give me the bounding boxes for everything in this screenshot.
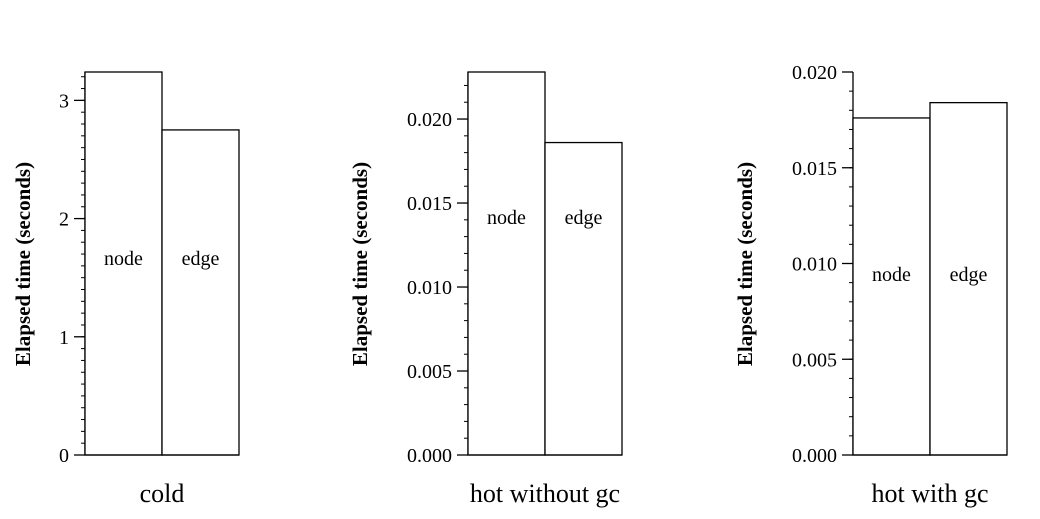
x-axis-label: cold xyxy=(140,479,185,508)
x-axis-label: hot with gc xyxy=(872,479,989,508)
y-tick-label: 0.010 xyxy=(792,254,837,276)
y-tick-label: 2 xyxy=(59,209,69,231)
y-tick-label: 3 xyxy=(59,90,69,112)
y-axis-label: Elapsed time (seconds) xyxy=(733,162,757,366)
bar-edge xyxy=(544,141,623,456)
y-tick-label: 0.015 xyxy=(407,193,452,215)
y-axis-label: Elapsed time (seconds) xyxy=(11,162,35,366)
bar-edge xyxy=(161,129,240,456)
bar-label-node: node xyxy=(487,207,526,229)
bar-label-edge: edge xyxy=(950,264,988,286)
bar-node xyxy=(852,117,931,456)
bar-label-edge: edge xyxy=(565,207,603,229)
y-tick-label: 1 xyxy=(59,327,69,349)
y-tick-label: 0.020 xyxy=(407,109,452,131)
bar-label-node: node xyxy=(104,248,143,270)
y-tick-label: 0.005 xyxy=(792,349,837,371)
bar-label-node: node xyxy=(872,264,911,286)
y-tick-label: 0.000 xyxy=(407,445,452,467)
y-axis-label: Elapsed time (seconds) xyxy=(348,162,372,366)
y-tick-label: 0.020 xyxy=(792,62,837,84)
y-tick-label: 0 xyxy=(59,445,69,467)
x-axis-label: hot without gc xyxy=(470,479,620,508)
bar-label-edge: edge xyxy=(182,248,220,270)
y-tick-label: 0.015 xyxy=(792,158,837,180)
y-tick-label: 0.000 xyxy=(792,445,837,467)
bar-node xyxy=(84,71,163,456)
bar-edge xyxy=(929,101,1008,456)
bar-node xyxy=(467,71,546,456)
y-tick-label: 0.010 xyxy=(407,277,452,299)
y-tick-label: 0.005 xyxy=(407,361,452,383)
